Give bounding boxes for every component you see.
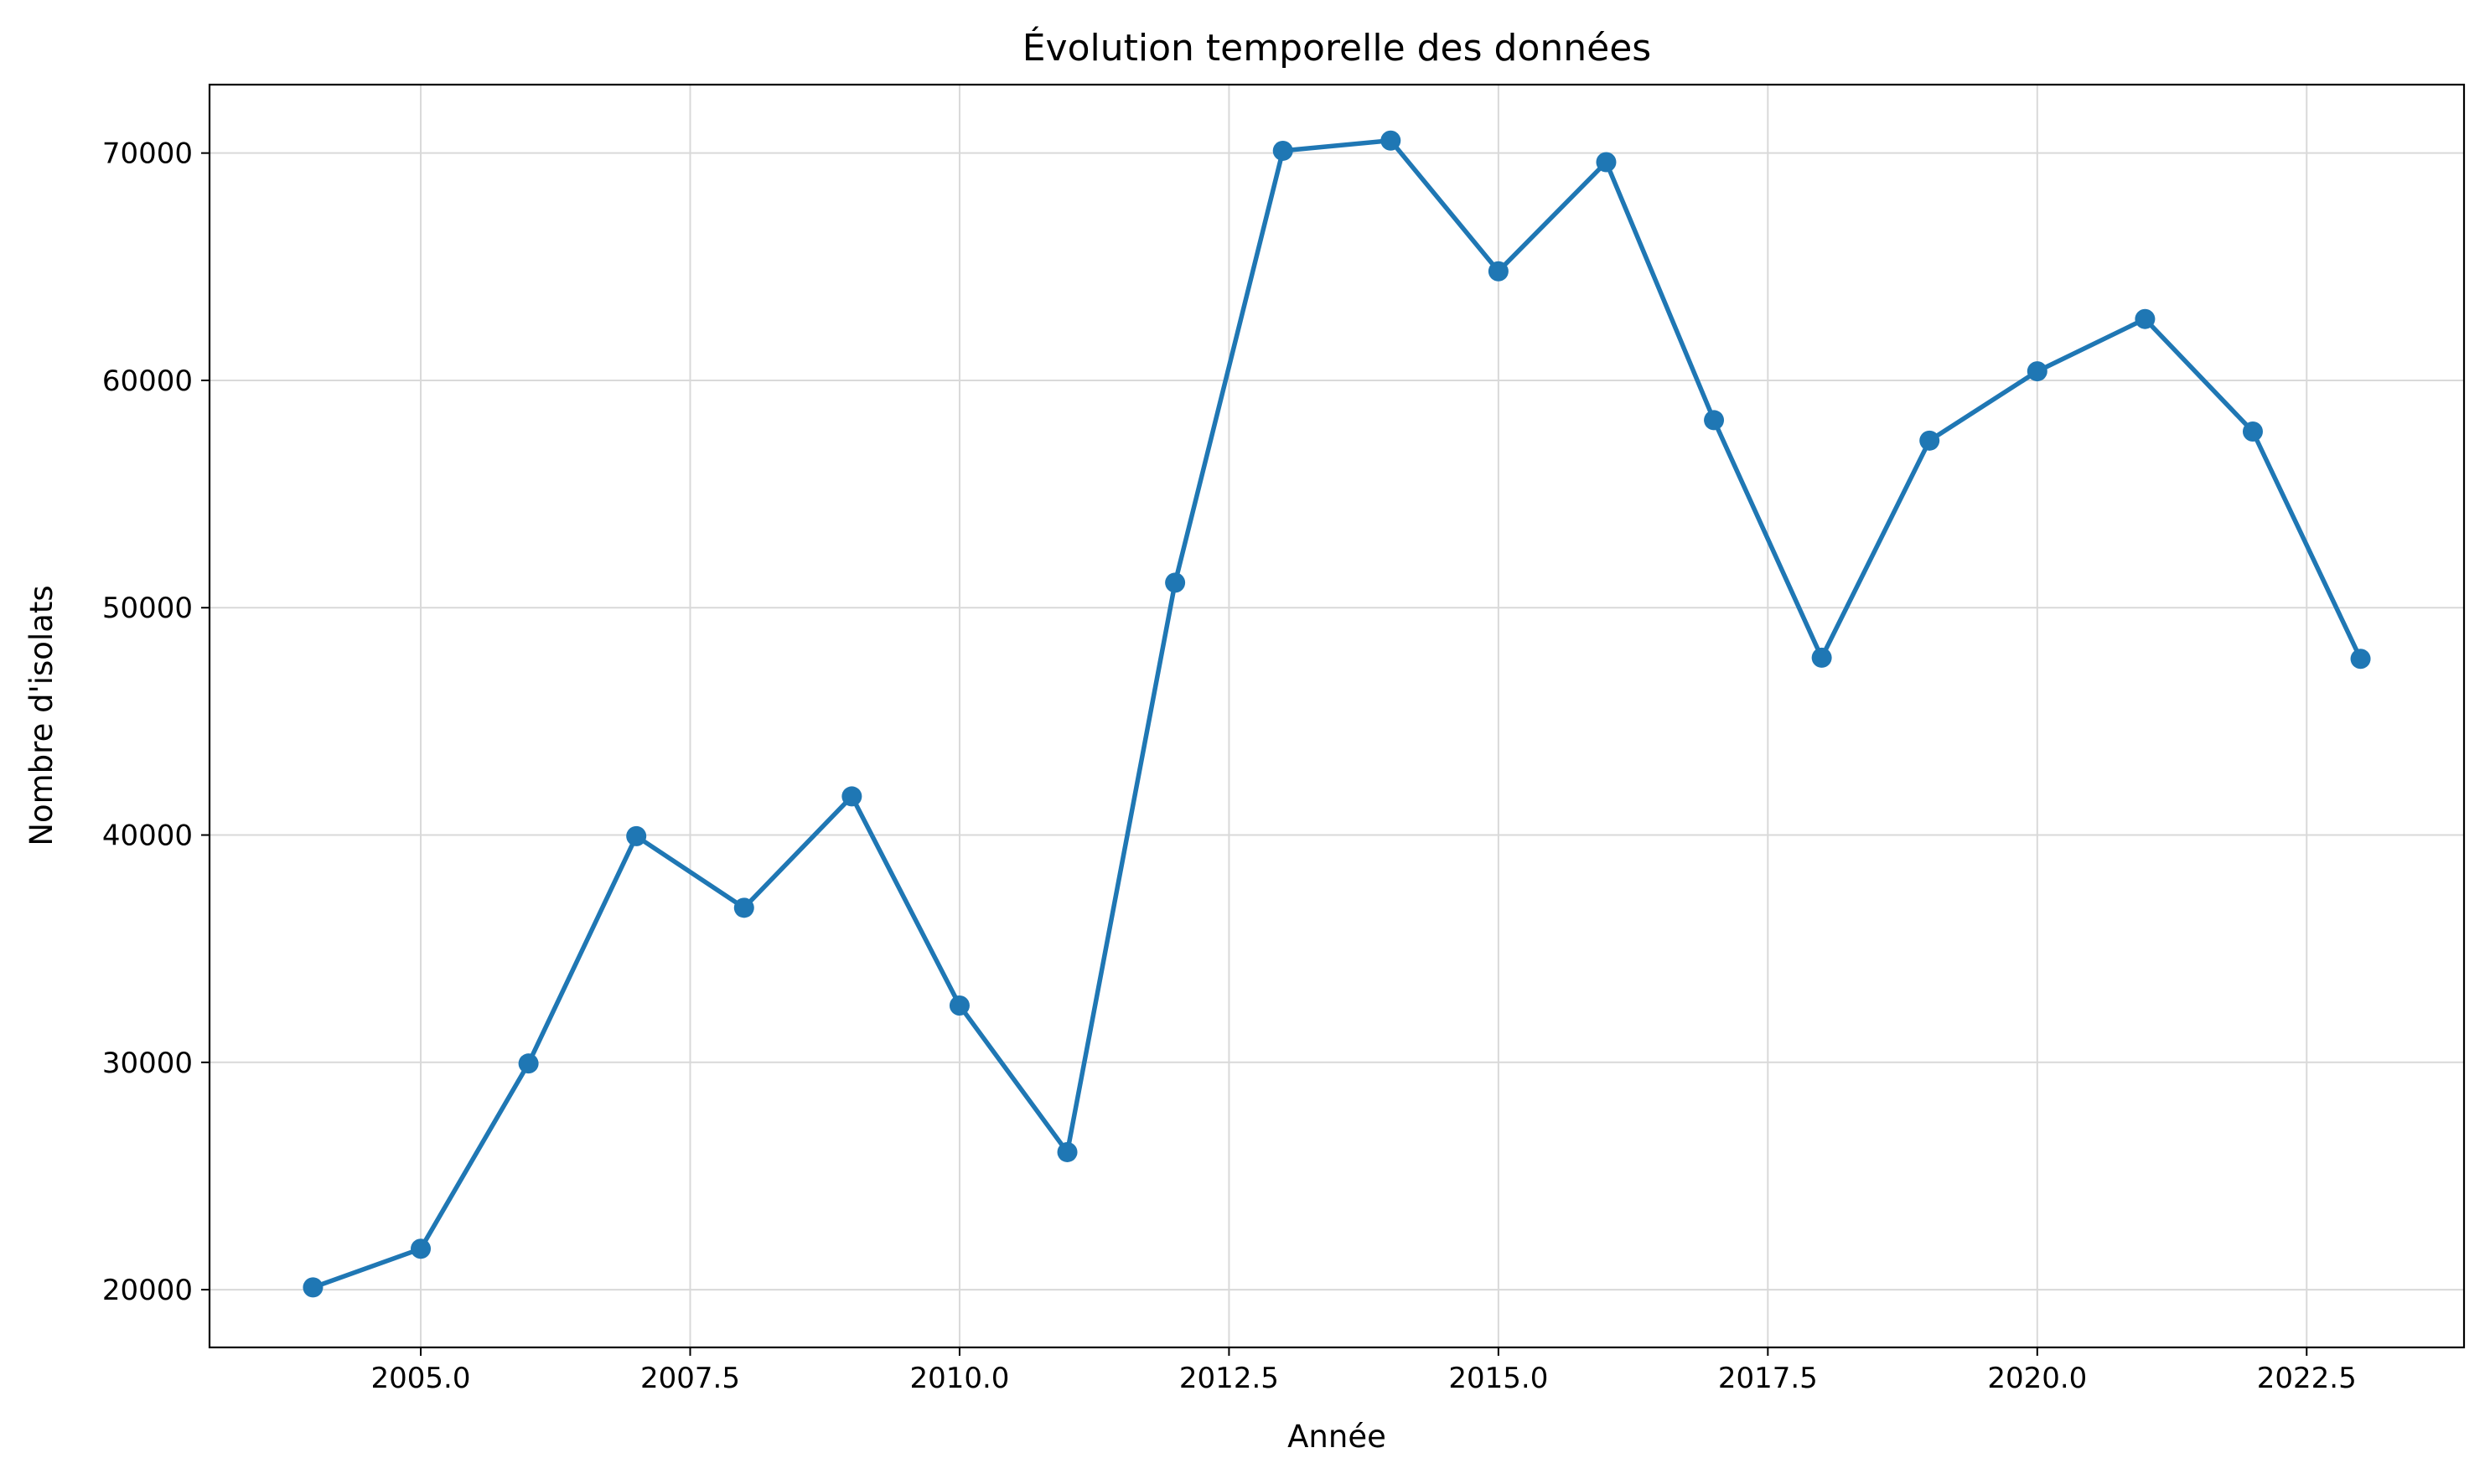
- series-layer: [303, 130, 2371, 1298]
- y-tick-label: 40000: [102, 820, 193, 853]
- chart-title: Évolution temporelle des données: [1022, 25, 1651, 70]
- data-point: [1811, 647, 1832, 668]
- data-point: [1057, 1141, 1078, 1162]
- x-tick-label: 2010.0: [909, 1362, 1009, 1395]
- x-tick-label: 2017.5: [1718, 1362, 1818, 1395]
- y-tick-label: 20000: [102, 1274, 193, 1307]
- x-tick-label: 2005.0: [371, 1362, 471, 1395]
- x-tick-label: 2012.5: [1179, 1362, 1279, 1395]
- data-point: [1272, 140, 1293, 161]
- plot-frame: [208, 83, 2466, 1349]
- data-point: [733, 897, 754, 918]
- grid: [210, 85, 2464, 1347]
- data-point: [1704, 410, 1725, 431]
- series-line: [310, 137, 2363, 1290]
- data-point: [1919, 430, 1940, 451]
- data-point: [518, 1053, 539, 1074]
- data-point: [2350, 649, 2371, 670]
- data-point: [949, 995, 970, 1016]
- data-point: [1488, 261, 1509, 282]
- data-point: [1165, 572, 1186, 593]
- y-tick-label: 70000: [102, 137, 193, 171]
- x-axis-ticks: 2005.0 2007.5 2010.0 2012.5 2015.0 2017.5 2020…: [371, 1347, 2357, 1395]
- y-axis-ticks: 20000 30000 40000 50000 60000 70000: [102, 137, 210, 1307]
- y-tick-label: 30000: [102, 1047, 193, 1080]
- data-point: [411, 1238, 432, 1259]
- y-tick-label: 50000: [102, 592, 193, 625]
- x-tick-label: 2022.5: [2257, 1362, 2357, 1395]
- data-point: [1596, 152, 1617, 173]
- y-axis-label: Nombre d'isolats: [23, 585, 60, 845]
- x-tick-label: 2015.0: [1448, 1362, 1548, 1395]
- data-point: [841, 786, 862, 807]
- data-point: [626, 825, 647, 846]
- x-axis-label: Année: [1287, 1419, 1386, 1455]
- data-point: [2027, 361, 2047, 382]
- data-point: [303, 1277, 324, 1298]
- data-point: [2242, 421, 2263, 442]
- data-point: [2135, 308, 2156, 329]
- x-tick-label: 2020.0: [1987, 1362, 2087, 1395]
- x-tick-label: 2007.5: [640, 1362, 740, 1395]
- data-point: [1380, 130, 1401, 151]
- y-tick-label: 60000: [102, 365, 193, 398]
